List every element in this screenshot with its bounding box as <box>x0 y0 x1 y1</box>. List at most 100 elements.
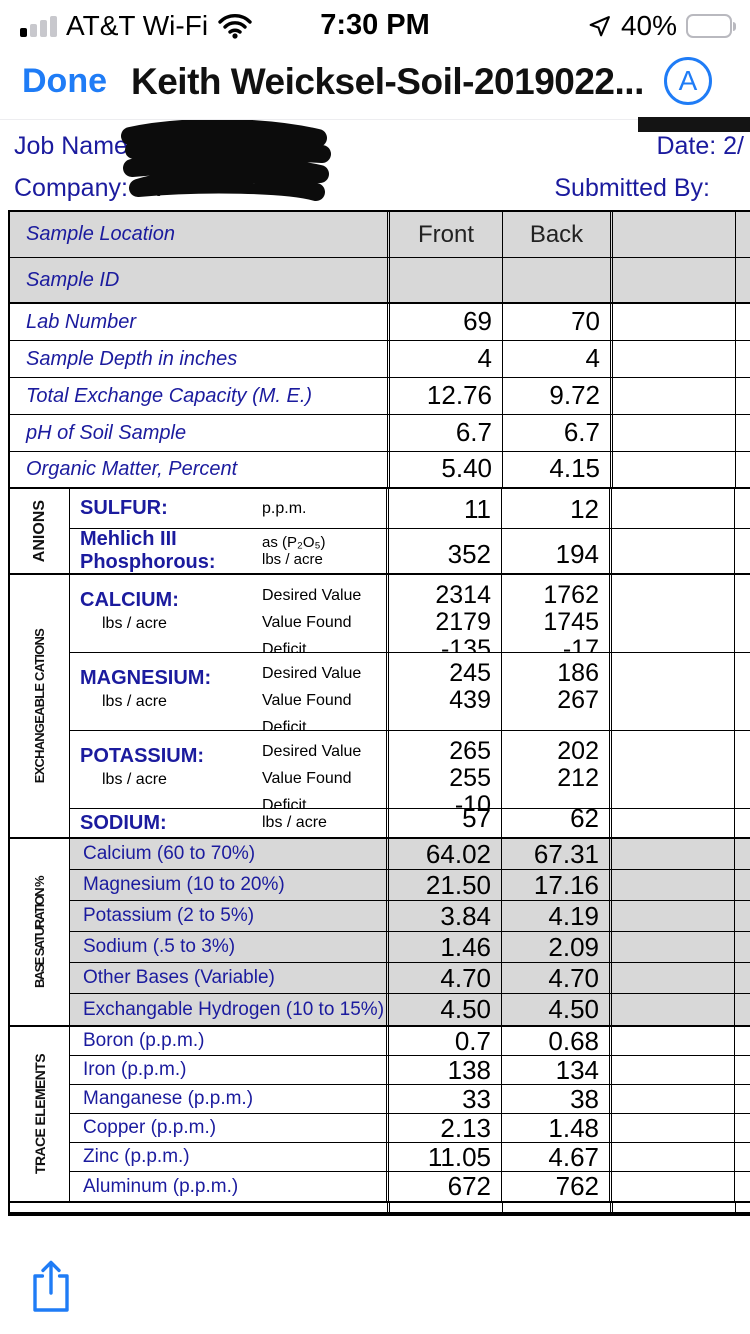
back-value: 1.48 <box>501 1113 609 1143</box>
sample-id-row: Sample ID <box>10 258 750 304</box>
empty-cell <box>734 1056 750 1084</box>
bottom-toolbar <box>0 1248 750 1334</box>
empty-cell <box>609 839 734 869</box>
empty-cell <box>734 1027 750 1055</box>
front-value: 4.50 <box>386 994 501 1025</box>
document-view[interactable]: Job Name: K Date: 2/ Company: K Submitte… <box>0 117 750 1216</box>
base-saturation-section: BASE SATURATION % Calcium (60 to 70%) 64… <box>10 839 750 1027</box>
col-header-front: Front <box>387 212 502 257</box>
back-value: 4.67 <box>501 1142 609 1172</box>
empty-cell <box>609 1172 734 1201</box>
sulfur-unit: p.p.m. <box>262 499 307 517</box>
row-label: Sodium (.5 to 3%) <box>83 936 236 957</box>
empty-cell <box>735 378 750 414</box>
empty-cell <box>610 415 735 451</box>
empty-cell <box>10 1203 387 1212</box>
back-values: 186 267 <box>501 653 609 730</box>
row-label: Sample Depth in inches <box>26 347 238 370</box>
back-value: 4.19 <box>501 901 609 931</box>
back-value: 2.09 <box>501 932 609 962</box>
empty-cell <box>734 809 750 837</box>
row-label: Manganese (p.p.m.) <box>83 1088 254 1109</box>
empty-cell <box>735 304 750 340</box>
potassium-row: POTASSIUM: lbs / acre Desired Value Valu… <box>70 731 750 819</box>
empty-cell <box>610 341 735 377</box>
empty-cell <box>609 489 734 528</box>
empty-cell <box>609 870 734 900</box>
phosphorous-unit: as (P₂O₅) lbs / acre <box>262 534 326 568</box>
cations-section-label: EXCHANGEABLE CATIONS <box>10 575 70 837</box>
potassium-label: POTASSIUM: <box>80 745 205 767</box>
table-row: Aluminum (p.p.m.) 672 762 <box>70 1171 750 1201</box>
table-row: Manganese (p.p.m.) 33 38 <box>70 1084 750 1114</box>
empty-cell <box>734 1172 750 1201</box>
empty-cell <box>734 870 750 900</box>
front-value: 11.05 <box>386 1142 501 1172</box>
cell-signal-icon <box>20 15 57 37</box>
sample-location-label: Sample Location <box>26 223 175 245</box>
clipped-report-banner <box>638 117 750 132</box>
row-label: Potassium (2 to 5%) <box>83 905 255 926</box>
empty-cell <box>609 1085 734 1113</box>
row-label: Zinc (p.p.m.) <box>83 1146 190 1167</box>
row-label: pH of Soil Sample <box>26 421 187 444</box>
back-value: 70 <box>502 304 610 340</box>
company-label: Company: <box>14 174 128 202</box>
empty-cell <box>609 575 734 652</box>
value-line-labels: Desired Value Value Found Deficit <box>262 743 362 814</box>
location-arrow-icon <box>589 15 610 36</box>
empty-cell <box>502 1203 610 1212</box>
anions-rows: SULFUR: p.p.m. 11 12 Mehlich III Phospho… <box>70 489 750 573</box>
value-line-labels: Desired Value Value Found Deficit <box>262 587 362 658</box>
doc-header: Job Name: K Date: 2/ Company: K Submitte… <box>0 117 750 208</box>
row-label: Total Exchange Capacity (M. E.) <box>26 384 313 407</box>
submitted-by-label: Submitted By: <box>554 174 710 202</box>
back-value: 194 <box>501 529 609 573</box>
empty-cell <box>610 212 735 257</box>
sample-id-label: Sample ID <box>26 268 120 291</box>
front-value: 0.7 <box>386 1026 501 1056</box>
row-label-cell: CALCIUM: lbs / acre Desired Value Value … <box>70 575 386 658</box>
base-saturation-section-label: BASE SATURATION % <box>10 839 70 1025</box>
sodium-unit: lbs / acre <box>262 814 327 831</box>
empty-cell <box>735 415 750 451</box>
status-right-group: 40% <box>587 10 736 42</box>
front-values: 245 439 <box>386 653 501 730</box>
empty-cell <box>609 1114 734 1142</box>
col-header-back: Back <box>502 212 610 257</box>
text-format-button[interactable]: A <box>664 57 712 105</box>
row-label: Magnesium (10 to 20%) <box>83 874 285 895</box>
front-value: 4.70 <box>386 963 501 993</box>
table-row: Boron (p.p.m.) 0.7 0.68 <box>70 1026 750 1056</box>
row-label-cell: SULFUR: p.p.m. <box>70 489 386 528</box>
front-value: 33 <box>386 1084 501 1114</box>
empty-cell <box>609 963 734 993</box>
calcium-unit: lbs / acre <box>102 615 167 632</box>
magnesium-row: MAGNESIUM: lbs / acre Desired Value Valu… <box>70 653 750 736</box>
empty-cell <box>609 529 734 573</box>
empty-cell <box>735 341 750 377</box>
front-value: 12.76 <box>387 378 502 414</box>
redaction-scribble <box>121 120 331 201</box>
sodium-row: SODIUM: lbs / acre 57 62 <box>70 803 750 837</box>
cations-rows: CALCIUM: lbs / acre Desired Value Value … <box>70 575 750 837</box>
battery-icon <box>686 14 736 38</box>
carrier-label: AT&T Wi-Fi <box>66 10 209 41</box>
sodium-label: SODIUM: <box>80 811 167 834</box>
magnesium-label-group: MAGNESIUM: lbs / acre <box>70 653 262 730</box>
front-value: 352 <box>386 529 501 573</box>
row-label: Iron (p.p.m.) <box>83 1059 187 1080</box>
value-line-labels: Desired Value Value Found Deficit <box>262 665 362 736</box>
front-value: 672 <box>386 1171 501 1201</box>
share-button[interactable] <box>28 1258 74 1317</box>
front-value: 3.84 <box>386 901 501 931</box>
empty-cell <box>734 839 750 869</box>
empty-cell <box>609 1056 734 1084</box>
row-label: Other Bases (Variable) <box>83 967 275 988</box>
done-button[interactable]: Done <box>22 62 107 100</box>
calcium-label-group: CALCIUM: lbs / acre <box>70 575 262 652</box>
table-header-row: Sample Location Front Back <box>10 212 750 258</box>
empty-cell <box>610 258 735 302</box>
empty-cell <box>609 994 734 1025</box>
